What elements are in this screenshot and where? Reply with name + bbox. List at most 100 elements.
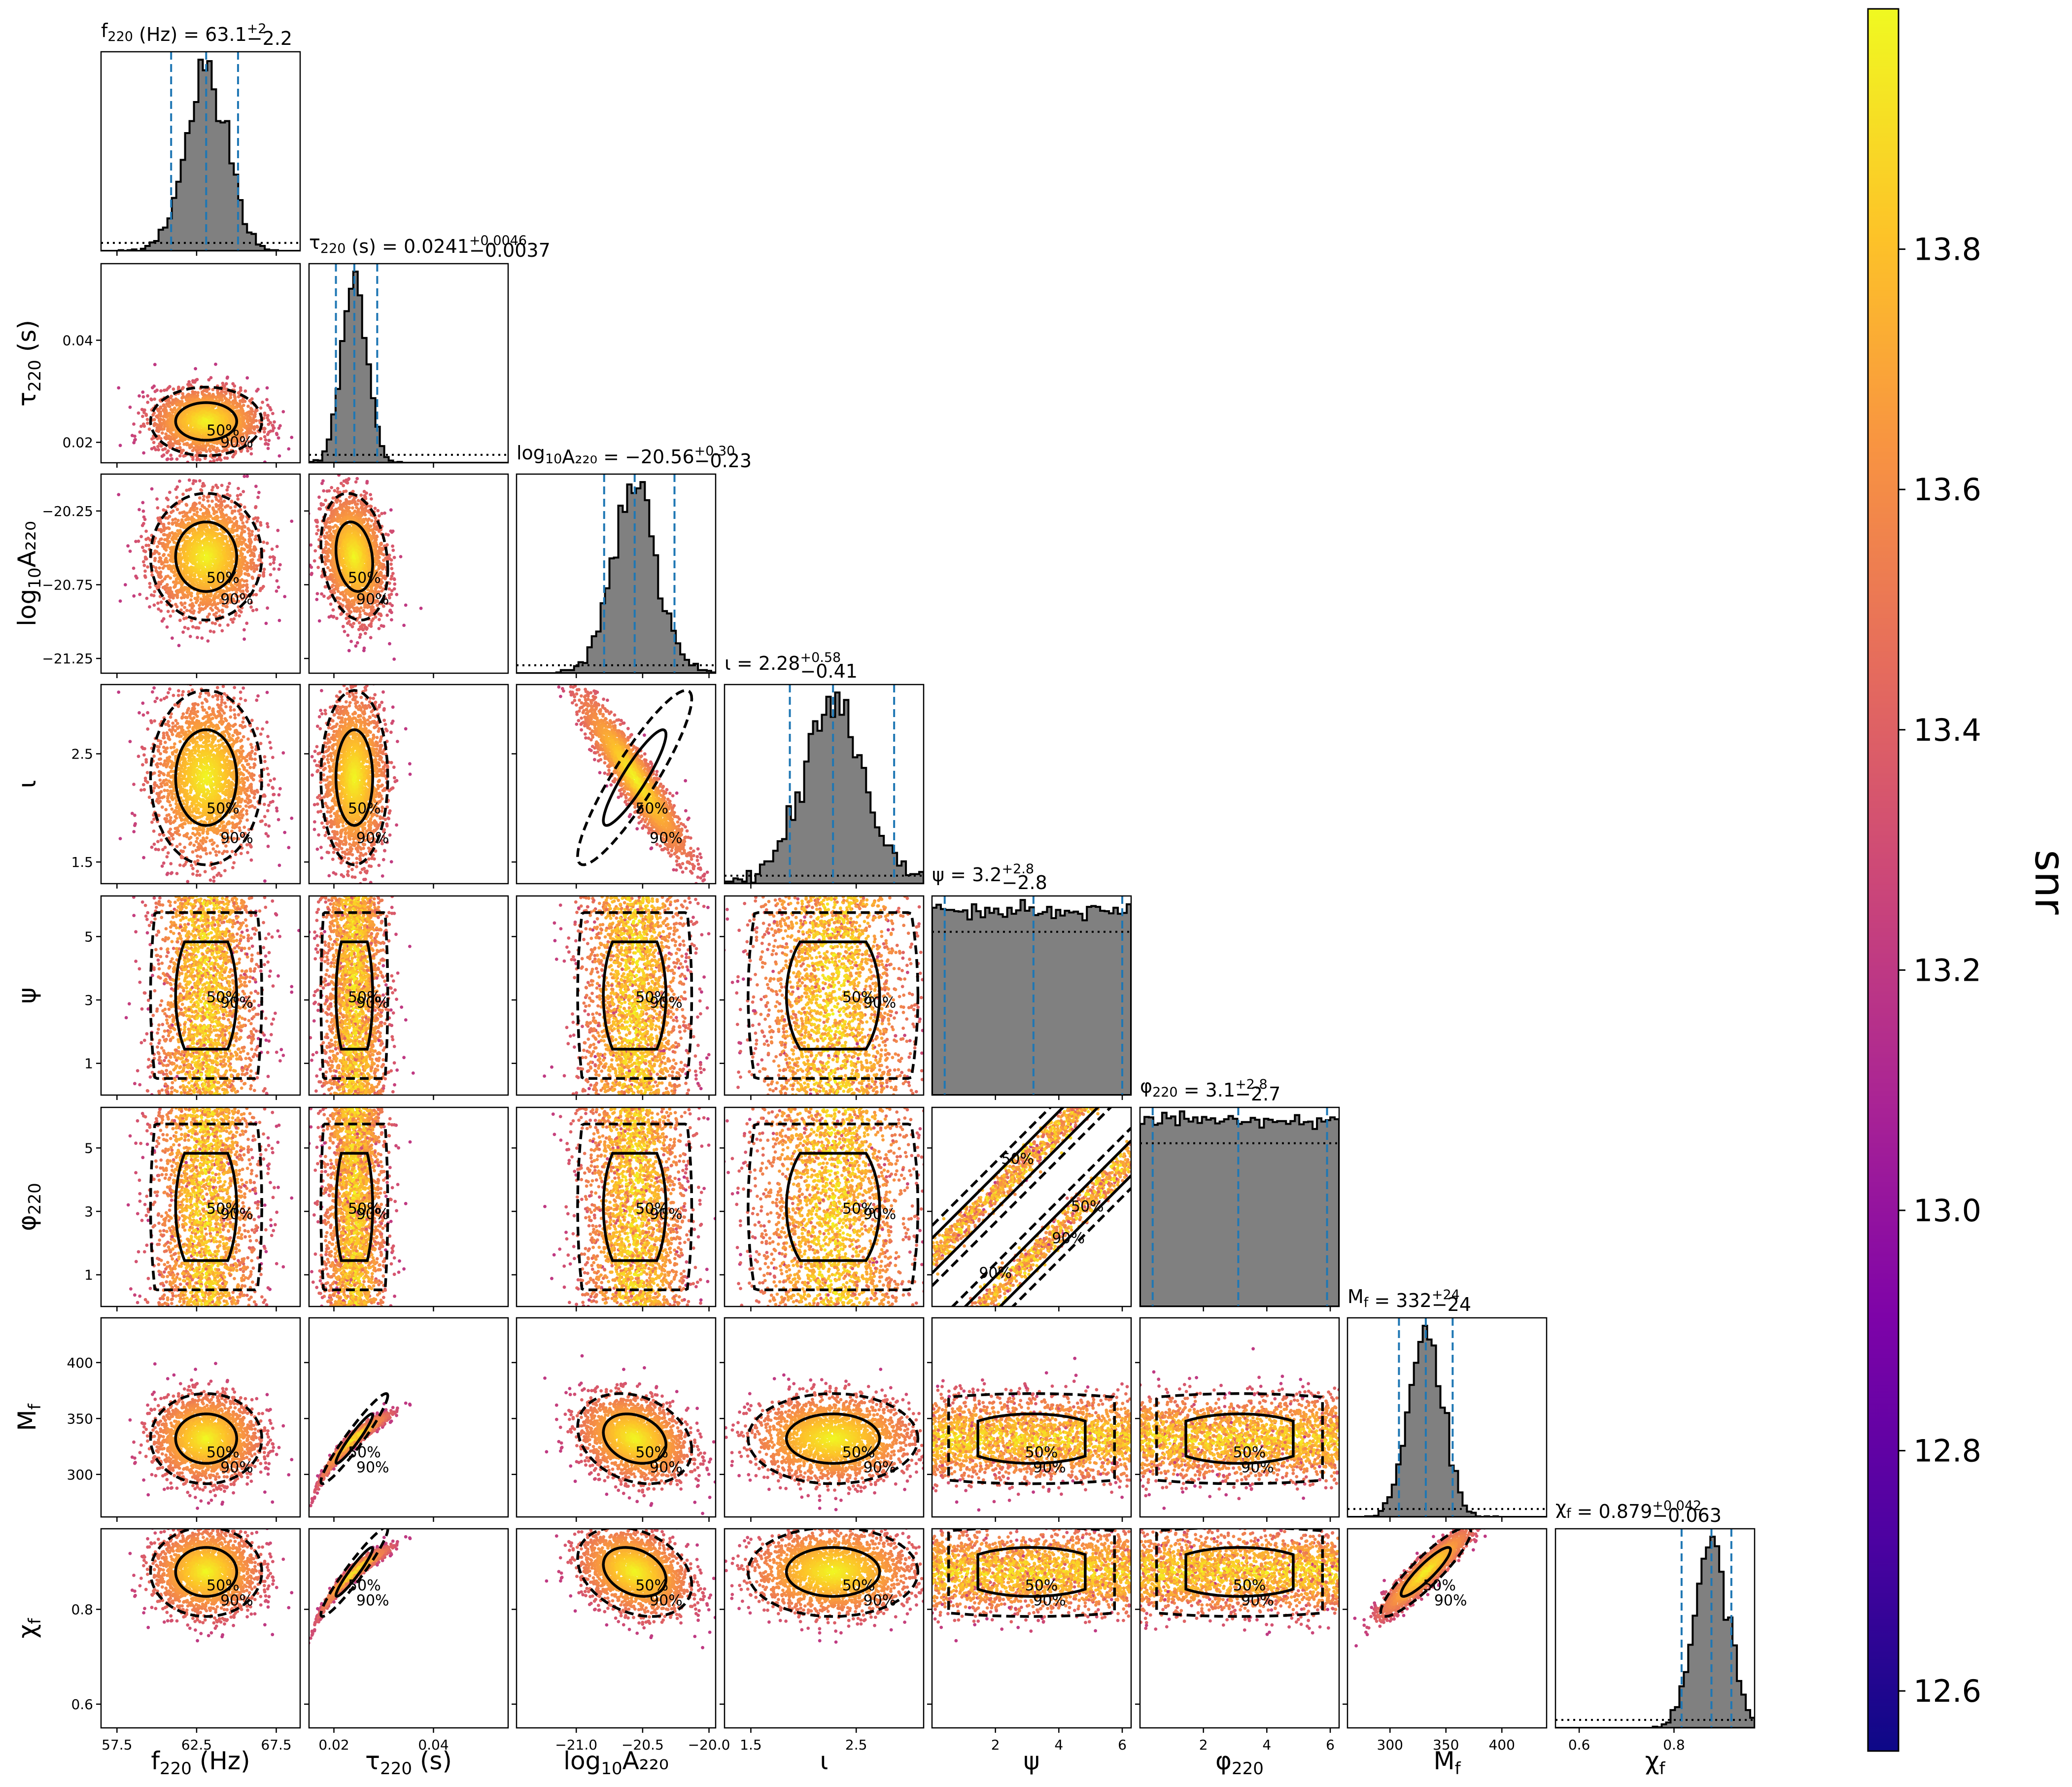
sample-point	[220, 411, 223, 414]
sample-point	[171, 518, 174, 522]
contour-label-90: 90%	[220, 591, 253, 608]
sample-point	[189, 408, 192, 411]
sample-point	[195, 519, 198, 522]
sample-point	[188, 609, 192, 613]
sample-point	[330, 486, 333, 489]
sample-point	[209, 629, 212, 633]
sample-point	[223, 390, 227, 394]
sample-point	[263, 435, 267, 439]
sample-point	[225, 521, 228, 525]
sample-point	[191, 625, 195, 629]
sample-point	[185, 411, 188, 414]
sample-point	[246, 405, 250, 408]
sample-point	[237, 526, 240, 530]
sample-point	[218, 456, 221, 459]
sample-point	[189, 598, 193, 602]
sample-point	[277, 426, 281, 430]
sample-point	[241, 578, 244, 582]
sample-point	[159, 389, 163, 393]
sample-point	[221, 468, 224, 472]
sample-point	[205, 529, 208, 533]
sample-point	[161, 422, 165, 425]
sample-point	[177, 577, 181, 581]
sample-point	[153, 398, 156, 401]
sample-point	[269, 555, 272, 559]
sample-point	[235, 410, 238, 413]
sample-point	[232, 618, 236, 621]
sample-point	[220, 629, 224, 633]
sample-point	[277, 585, 280, 589]
sample-point	[132, 422, 136, 426]
sample-point	[261, 401, 264, 404]
sample-point	[273, 420, 276, 424]
sample-point	[191, 398, 194, 401]
sample-point	[144, 576, 147, 579]
sample-point	[266, 414, 270, 417]
sample-point	[202, 593, 206, 596]
sample-point	[200, 565, 203, 568]
y-tick-label-logA: −20.25	[42, 503, 93, 519]
sample-point	[158, 419, 161, 422]
sample-point	[170, 408, 173, 412]
title-main: τ	[309, 232, 320, 253]
sample-point	[179, 601, 183, 605]
sample-point	[201, 448, 204, 451]
sample-point	[160, 600, 163, 604]
sample-point	[267, 423, 270, 426]
sample-point	[139, 535, 143, 538]
sample-point	[192, 434, 196, 437]
sample-point	[133, 435, 137, 438]
sample-point	[229, 506, 233, 510]
sample-point	[139, 425, 143, 428]
y-tick-label-logA: −20.75	[42, 577, 93, 593]
y-tick-label-tau220: 0.04	[63, 332, 93, 348]
sample-point	[262, 541, 266, 544]
y-tick-label-logA: −21.25	[42, 651, 93, 667]
sample-point	[140, 408, 144, 412]
sample-point	[349, 610, 353, 614]
sample-point	[177, 407, 180, 411]
sample-point	[207, 415, 210, 419]
sample-point	[178, 619, 182, 622]
sample-point	[252, 584, 255, 588]
sample-point	[162, 542, 165, 545]
sample-point	[215, 534, 219, 538]
sample-point	[207, 565, 210, 569]
sample-point	[203, 567, 206, 571]
sample-point	[177, 558, 180, 562]
sample-point	[263, 430, 266, 434]
sample-point	[276, 545, 279, 549]
sample-point	[198, 584, 202, 587]
sample-point	[177, 501, 181, 505]
sample-point	[222, 394, 226, 398]
sample-point	[177, 404, 181, 407]
sample-point	[256, 519, 259, 523]
sample-point	[205, 533, 208, 537]
sample-point	[208, 447, 211, 451]
sample-point	[255, 593, 258, 596]
sample-point	[221, 566, 225, 569]
sample-point	[271, 548, 274, 551]
sample-point	[145, 597, 149, 600]
sample-point	[169, 558, 172, 562]
sample-point	[170, 395, 173, 398]
sample-point	[204, 607, 207, 610]
sample-point	[165, 549, 168, 552]
sample-point	[171, 401, 174, 404]
sample-point	[201, 445, 205, 448]
sample-point	[335, 617, 339, 620]
sample-point	[263, 568, 266, 571]
sample-point	[349, 640, 353, 643]
sample-point	[248, 399, 252, 402]
sample-point	[239, 410, 242, 413]
sample-point	[192, 422, 195, 426]
sample-point	[166, 575, 170, 578]
sample-point	[156, 545, 159, 549]
sample-point	[203, 429, 207, 433]
sample-point	[208, 407, 211, 411]
sample-point	[240, 425, 243, 428]
sample-point	[404, 604, 408, 607]
sample-point	[193, 573, 196, 576]
sample-point	[241, 528, 244, 531]
sample-point	[177, 441, 180, 444]
